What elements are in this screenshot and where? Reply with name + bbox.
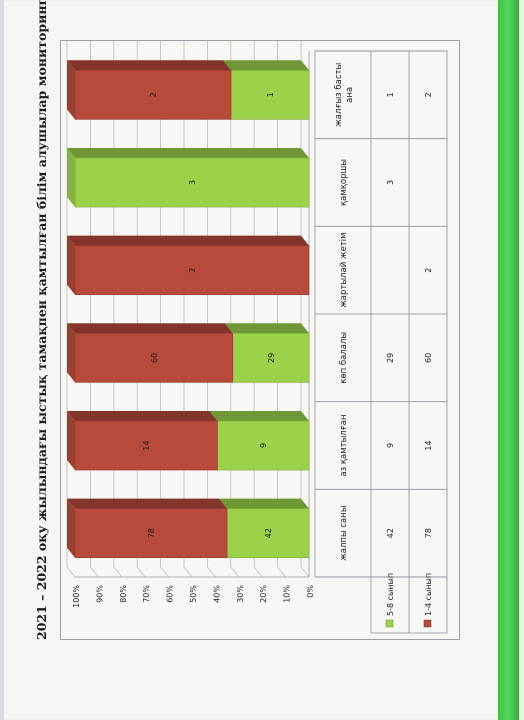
bar-side-upper [219,498,309,509]
gridline-depth [207,566,216,578]
category-label: аз қамтылған [339,414,349,476]
bar-segment [74,69,232,120]
y-tick-label: 20% [259,585,268,603]
data-table-value: 60 [424,353,433,363]
y-tick-label: 90% [95,585,104,603]
chart-frame: 0% 10% 20% 30% 40% 50% 60% 70% 80% 90% 100% 42 78 9 14… [60,40,460,640]
bar-side-upper [224,323,309,334]
bar-side-upper [223,60,309,71]
bar-data-label: 1 [266,92,275,97]
category-label: жартылай жетім [339,232,349,307]
bar-top-face [67,60,75,120]
bar-side-lower [67,235,309,246]
gridline-depth [160,566,169,578]
bar-side-lower [67,60,231,71]
gridline-depth [90,566,99,578]
bar-data-label: 60 [150,353,159,363]
green-folder-edge [498,0,520,720]
category-label: жалпы саны [339,505,349,560]
y-tick-label: 80% [119,585,128,603]
y-tick-label: 0% [306,585,315,598]
bar-segment [74,332,234,383]
legend-swatch [423,619,432,628]
bar-side-lower [67,410,218,421]
bar-segment [74,420,218,471]
y-tick-label: 30% [236,585,245,603]
category-label: жалғыз басты [334,63,344,127]
chart-sheet: 2021 – 2022 оқу жылындағы ыстық тамақпен… [30,0,490,640]
data-table-value: 14 [424,440,433,450]
bar-top-face [67,147,75,208]
data-table-value: 29 [386,353,395,363]
stacked-bar-chart: 0%10%20%30%40%50%60%70%80%90%100%4278914… [66,41,448,634]
data-table-value: 1 [386,92,395,97]
legend-label: 5-8 сынып [386,573,395,616]
gridline-depth [300,566,310,578]
legend-label: 1-4 сынып [424,573,433,616]
data-table-value: 9 [386,443,395,448]
y-tick-label: 50% [189,585,198,603]
bar-side-lower [67,498,228,509]
gridline-depth [277,566,286,578]
bar-segment [74,245,310,296]
bar-side-upper [209,410,309,421]
gridline-depth [136,566,146,578]
gridline-depth [66,566,76,578]
data-table-value: 3 [386,180,395,185]
bar-data-label: 3 [188,180,197,185]
legend-swatch [385,619,394,628]
gridline-depth [253,566,263,578]
bar-data-label: 2 [149,92,158,97]
category-label: көп балалы [339,332,349,384]
data-table-value: 78 [424,528,433,538]
bar-side-upper [67,147,309,158]
gridline-depth [183,566,193,578]
category-label: ана [345,87,355,103]
folder-edge-highlight [519,0,524,720]
bar-top-face [67,323,75,383]
bar-data-label: 14 [142,440,151,450]
y-tick-label: 10% [283,585,292,603]
bar-data-label: 2 [188,268,197,273]
bar-data-label: 42 [264,528,273,538]
bar-data-label: 78 [147,528,156,538]
data-table-value: 2 [424,268,433,273]
bar-segment [74,508,228,559]
bar-top-face [67,498,75,558]
bar-data-label: 9 [259,443,268,448]
data-table-value: 42 [386,528,395,538]
y-tick-label: 60% [166,585,175,603]
chart-title: 2021 – 2022 оқу жылындағы ыстық тамақпен… [34,0,49,640]
y-tick-label: 100% [72,585,81,608]
y-tick-label: 70% [142,585,151,603]
data-table-value: 2 [424,92,433,97]
bar-side-lower [67,323,233,334]
gridline-depth [230,566,240,578]
category-label: қамқоршы [339,159,349,206]
bar-segment [74,157,310,208]
bar-data-label: 29 [267,353,276,363]
gridline-depth [113,566,123,578]
y-tick-label: 40% [212,585,221,603]
bar-top-face [67,410,75,471]
bar-top-face [67,235,75,295]
